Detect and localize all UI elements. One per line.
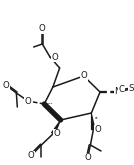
Text: O: O <box>52 52 59 62</box>
Text: O: O <box>27 151 34 161</box>
Text: O: O <box>84 153 91 163</box>
Polygon shape <box>51 120 61 135</box>
Text: S: S <box>128 84 134 93</box>
Text: C: C <box>119 85 125 95</box>
Text: O: O <box>39 24 46 33</box>
Text: O: O <box>2 81 9 89</box>
Text: O: O <box>54 130 61 138</box>
Text: ...: ... <box>46 100 53 105</box>
Polygon shape <box>91 113 96 130</box>
Text: O: O <box>25 97 31 105</box>
Text: '': '' <box>94 116 98 122</box>
Text: O: O <box>80 71 87 81</box>
Text: N: N <box>114 87 121 97</box>
Text: O: O <box>94 126 101 134</box>
